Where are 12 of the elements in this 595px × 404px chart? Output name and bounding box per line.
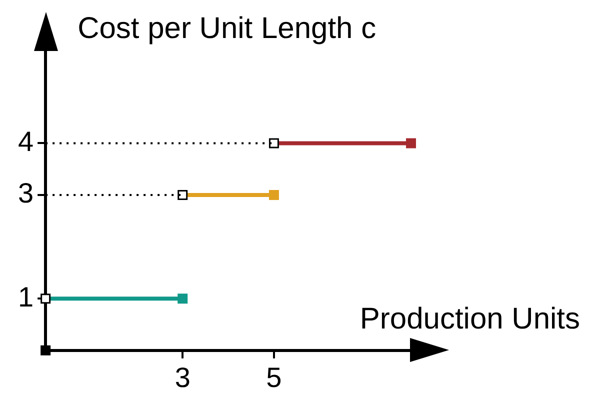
y-tick-label: 3 bbox=[18, 178, 34, 209]
point bbox=[268, 190, 279, 200]
x-tick-label: 5 bbox=[266, 362, 282, 393]
point bbox=[178, 190, 188, 200]
point bbox=[178, 294, 188, 304]
point bbox=[406, 138, 416, 148]
y-axis-title: Cost per Unit Length c bbox=[78, 12, 376, 45]
point bbox=[268, 138, 279, 148]
point bbox=[40, 345, 51, 356]
y-tick-label: 1 bbox=[18, 281, 34, 312]
x-axis-title: Production Units bbox=[360, 302, 580, 336]
y-tick-label: 4 bbox=[18, 126, 34, 157]
